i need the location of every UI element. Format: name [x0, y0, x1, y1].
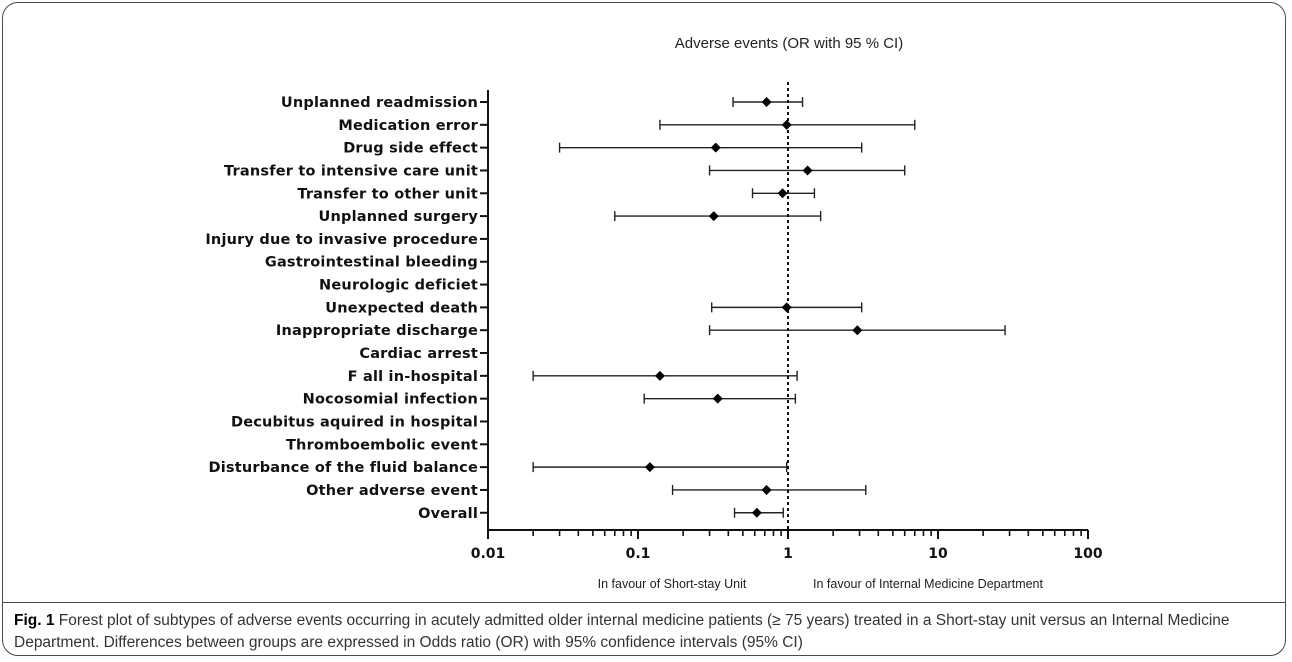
forest-row: Decubitus aquired in hospital — [231, 414, 488, 430]
row-label: Transfer to other unit — [297, 186, 478, 202]
forest-row: Injury due to invasive procedure — [205, 232, 488, 248]
forest-row: Transfer to other unit — [297, 186, 816, 202]
forest-row: Disturbance of the fluid balance — [208, 460, 788, 476]
forest-row: Overall — [418, 506, 784, 522]
forest-row: Other adverse event — [306, 483, 867, 499]
row-label: Other adverse event — [306, 483, 478, 499]
forest-row: Thromboembolic event — [286, 437, 488, 453]
forest-row: Unplanned readmission — [281, 95, 804, 111]
or-point — [654, 370, 665, 381]
forest-plot: Adverse events (OR with 95 % CI) Unplann… — [205, 35, 1103, 591]
row-label: Transfer to intensive care unit — [224, 163, 478, 179]
x-tick-label: 10 — [928, 546, 948, 562]
forest-row: F all in-hospital — [348, 369, 798, 385]
forest-row: Neurologic deficiet — [319, 278, 488, 294]
row-label: Injury due to invasive procedure — [205, 232, 478, 248]
forest-row: Unplanned surgery — [319, 209, 822, 225]
row-label: Disturbance of the fluid balance — [208, 460, 478, 476]
or-point — [781, 119, 792, 130]
forest-row: Inappropriate discharge — [276, 323, 1006, 339]
or-point — [852, 325, 863, 336]
row-label: F all in-hospital — [348, 369, 478, 385]
forest-row: Gastrointestinal bleeding — [265, 255, 488, 271]
or-point — [802, 165, 813, 176]
caption-divider — [2, 602, 1286, 603]
forest-row: Unexpected death — [325, 300, 863, 316]
caption-text: Forest plot of subtypes of adverse event… — [14, 612, 1230, 651]
caption-label: Fig. 1 — [14, 612, 55, 629]
row-label: Drug side effect — [343, 141, 478, 157]
x-tick-label: 100 — [1073, 546, 1102, 562]
or-point — [708, 211, 719, 222]
row-label: Unplanned readmission — [281, 95, 478, 111]
row-label: Unplanned surgery — [319, 209, 479, 225]
forest-row: Transfer to intensive care unit — [224, 163, 906, 179]
or-point — [761, 484, 772, 495]
row-label: Unexpected death — [325, 300, 478, 316]
forest-row: Nocosomial infection — [303, 392, 797, 408]
favour-left-label: In favour of Short-stay Unit — [598, 577, 747, 591]
favour-right-label: In favour of Internal Medicine Departmen… — [813, 577, 1044, 591]
row-label: Neurologic deficiet — [319, 278, 478, 294]
or-point — [781, 302, 792, 313]
chart-title: Adverse events (OR with 95 % CI) — [675, 35, 903, 52]
forest-row: Drug side effect — [343, 141, 863, 157]
row-label: Gastrointestinal bleeding — [265, 255, 478, 271]
row-label: Cardiac arrest — [359, 346, 478, 362]
row-label: Medication error — [338, 118, 478, 134]
or-point — [777, 188, 788, 199]
or-point — [751, 507, 762, 518]
or-point — [710, 142, 721, 153]
figure-caption: Fig. 1 Forest plot of subtypes of advers… — [14, 610, 1276, 654]
row-label: Decubitus aquired in hospital — [231, 414, 478, 430]
or-point — [712, 393, 723, 404]
row-label: Nocosomial infection — [303, 392, 478, 408]
x-tick-label: 0.01 — [471, 546, 506, 562]
forest-row: Cardiac arrest — [359, 346, 488, 362]
forest-row: Medication error — [338, 118, 916, 134]
x-tick-label: 0.1 — [626, 546, 651, 562]
or-point — [644, 462, 655, 473]
row-label: Thromboembolic event — [286, 437, 478, 453]
row-label: Overall — [418, 506, 478, 522]
row-label: Inappropriate discharge — [276, 323, 478, 339]
x-tick-label: 1 — [783, 546, 793, 562]
or-point — [761, 97, 772, 107]
